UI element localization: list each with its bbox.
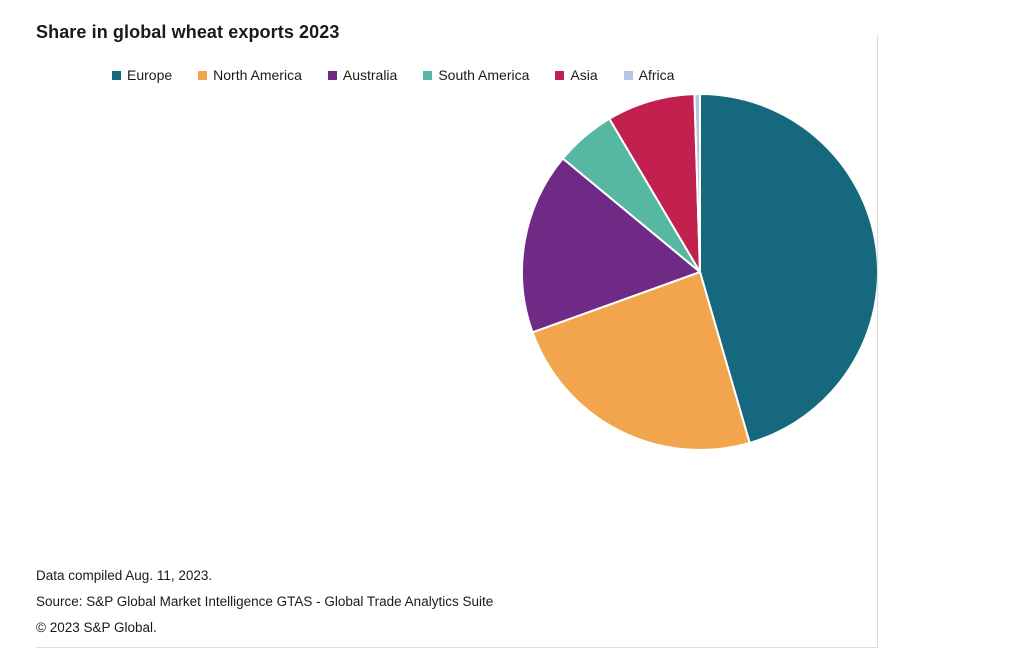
legend-swatch-icon [555, 70, 565, 80]
legend-label: Australia [342, 67, 398, 83]
chart-title: Share in global wheat exports 2023 [36, 22, 340, 42]
footer-data-compiled: Data compiled Aug. 11, 2023. [36, 568, 213, 583]
legend-item-asia: Asia [555, 67, 598, 83]
pie-slice-australia [521, 157, 701, 334]
legend-swatch-icon [327, 70, 337, 80]
legend-label: Asia [570, 67, 598, 83]
footer: Data compiled Aug. 11, 2023. Source: S&P… [36, 563, 493, 641]
legend-label: Africa [638, 67, 675, 83]
footer-source: Source: S&P Global Market Intelligence G… [36, 594, 494, 609]
pie-slice-africa [693, 93, 701, 273]
legend-item-north-america: North America [198, 67, 302, 83]
legend-item-australia: Australia [327, 67, 398, 83]
legend-item-africa: Africa [623, 67, 675, 83]
footer-copyright: © 2023 S&P Global. [36, 620, 157, 635]
legend-item-europe: Europe [112, 67, 172, 83]
legend-label: South America [438, 67, 530, 83]
legend: Europe North America Australia South Americ… [112, 67, 674, 83]
legend-swatch-icon [112, 70, 121, 80]
pie-slice-europe [699, 93, 879, 444]
legend-label: North America [213, 67, 302, 83]
plot-frame-right-line [877, 35, 878, 648]
legend-swatch-icon [623, 70, 633, 80]
legend-swatch-icon [198, 70, 208, 80]
legend-label: Europe [127, 67, 173, 83]
pie-slice-north-america [531, 271, 751, 451]
plot-frame-bottom-line [36, 647, 878, 648]
pie-slice-asia [608, 93, 701, 273]
legend-swatch-icon [423, 70, 433, 80]
legend-item-south-america: South America [423, 67, 529, 83]
